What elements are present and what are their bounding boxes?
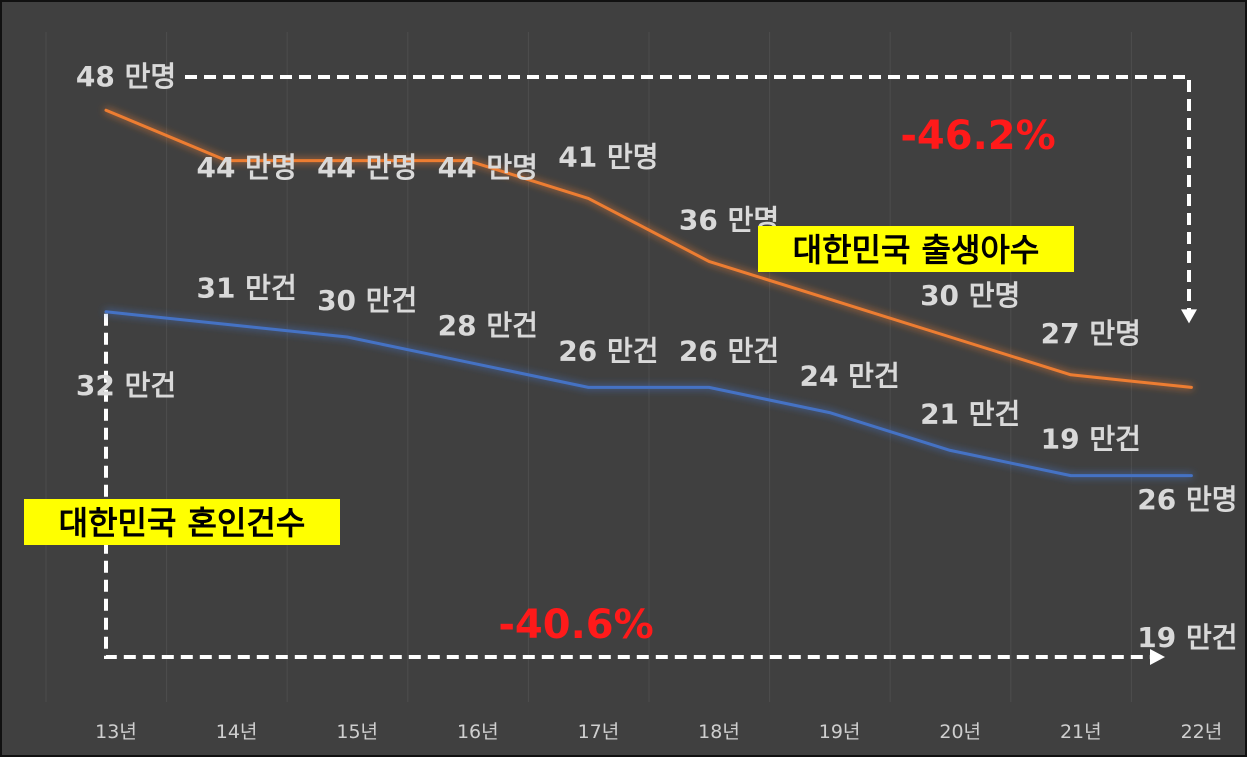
marriage-data-label: 19 만건	[1041, 423, 1141, 456]
x-tick-label: 19년	[819, 721, 861, 743]
x-tick-label: 22년	[1181, 721, 1223, 743]
birth-arrow-head	[1181, 309, 1197, 324]
marriage-data-label: 26 만건	[558, 334, 658, 367]
x-tick-label: 17년	[578, 721, 620, 743]
birth-change-percent: -46.2%	[900, 113, 1055, 159]
marriage-change-percent: -40.6%	[498, 602, 653, 648]
birth-change-arrow	[185, 75, 1191, 313]
marriage-series-line	[104, 310, 1193, 478]
birth-series-tag: 대한민국 출생아수	[758, 226, 1074, 272]
x-tick-label: 15년	[336, 721, 378, 743]
x-tick-label: 14년	[216, 721, 258, 743]
marriage-data-label: 24 만건	[799, 360, 899, 393]
marriage-data-label: 19 만건	[1137, 621, 1237, 654]
x-tick-label: 18년	[698, 721, 740, 743]
birth-data-label: 41 만명	[558, 140, 658, 173]
marriage-data-label: 32 만건	[76, 369, 176, 402]
marriage-series-tag: 대한민국 혼인건수	[24, 499, 340, 545]
change-arrows	[104, 75, 1197, 665]
marriage-data-label: 28 만건	[438, 309, 538, 342]
birth-series-tag-text: 대한민국 출생아수	[793, 231, 1040, 269]
marriage-series-tag-text: 대한민국 혼인건수	[59, 504, 306, 542]
birth-data-label: 44 만명	[196, 151, 296, 184]
x-tick-label: 13년	[95, 721, 137, 743]
marriage-change-arrow	[104, 313, 1152, 659]
marriage-data-label: 30 만건	[317, 284, 417, 317]
birth-data-label: 44 만명	[317, 151, 417, 184]
x-tick-label: 20년	[939, 721, 981, 743]
marriage-data-label: 26 만건	[679, 334, 779, 367]
marriage-arrow-head	[1150, 649, 1165, 665]
birth-data-label: 30 만명	[920, 279, 1020, 312]
marriage-data-label: 31 만건	[196, 271, 296, 304]
birth-data-label: 48 만명	[76, 60, 176, 93]
birth-series-line	[104, 108, 1193, 389]
gridlines	[45, 32, 1132, 702]
birth-data-label: 44 만명	[438, 151, 538, 184]
marriage-data-label: 21 만건	[920, 397, 1020, 430]
birth-series-tag-highlight	[758, 226, 1074, 272]
x-tick-label: 16년	[457, 721, 499, 743]
x-tick-label: 21년	[1060, 721, 1102, 743]
birth-data-label: 26 만명	[1137, 483, 1237, 516]
marriage-series-tag-highlight	[24, 499, 340, 545]
birth-data-label: 27 만명	[1041, 317, 1141, 350]
